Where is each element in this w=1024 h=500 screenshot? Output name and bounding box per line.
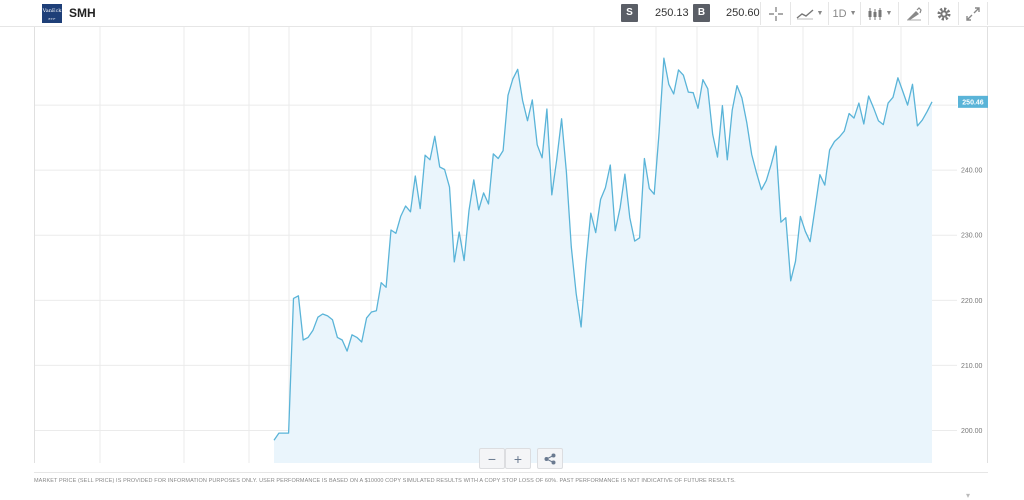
expand-icon xyxy=(966,6,980,21)
instrument-symbol: SMH xyxy=(69,6,96,20)
interval-label: 1D xyxy=(832,7,847,20)
draw-icon xyxy=(906,6,922,20)
interval-selector[interactable]: 1D ▼ xyxy=(828,2,860,25)
zoom-in-button[interactable]: + xyxy=(505,448,531,469)
chart-toolbar: VanEck ETF SYMBOL SMH S 250.13 B 250.60 … xyxy=(0,0,1024,27)
buy-badge[interactable]: B xyxy=(693,4,710,22)
chevron-down-icon[interactable]: ▾ xyxy=(966,491,971,500)
current-price-tag xyxy=(958,95,988,108)
current-price-label: 250.46 xyxy=(962,99,984,106)
y-tick-label: 210.00 xyxy=(961,363,983,370)
zoom-out-button[interactable]: − xyxy=(479,448,505,469)
price-line xyxy=(273,57,933,441)
y-tick-label: 230.00 xyxy=(961,233,983,240)
price-area-fill xyxy=(274,58,932,463)
footer-divider xyxy=(34,472,988,473)
chevron-down-icon: ▼ xyxy=(816,10,824,17)
chart-type-button[interactable]: ▼ xyxy=(790,2,828,25)
logo-text: VanEck xyxy=(42,8,62,14)
disclaimer-text: MARKET PRICE (SELL PRICE) IS PROVIDED FO… xyxy=(34,478,736,484)
buy-price[interactable]: 250.60 xyxy=(726,7,760,19)
price-chart[interactable]: 14Nov14Dec202114Feb14Mar14Apr14May14Jun1… xyxy=(34,27,989,469)
share-icon xyxy=(544,453,556,464)
price-chart-plot[interactable]: 14Nov14Dec202114Feb14Mar14Apr14May14Jun1… xyxy=(35,27,989,463)
instrument-logo: VanEck ETF SYMBOL xyxy=(42,4,62,27)
chevron-down-icon: ▼ xyxy=(885,10,893,17)
crosshair-button[interactable] xyxy=(760,2,790,25)
y-tick-label: 200.00 xyxy=(961,428,983,435)
candlestick-icon xyxy=(868,7,882,20)
y-tick-label: 240.00 xyxy=(961,168,983,175)
logo-subtext: ETF SYMBOL xyxy=(44,17,60,27)
sell-price[interactable]: 250.13 xyxy=(655,7,689,19)
chart-type-icon xyxy=(796,8,813,19)
candlestick-button[interactable]: ▼ xyxy=(860,2,898,25)
share-button[interactable] xyxy=(537,448,563,469)
fullscreen-button[interactable] xyxy=(958,2,988,25)
sell-badge[interactable]: S xyxy=(621,4,638,22)
crosshair-icon xyxy=(768,6,783,21)
gear-icon xyxy=(937,7,950,20)
y-tick-label: 220.00 xyxy=(961,298,983,305)
settings-button[interactable] xyxy=(928,2,958,25)
chevron-down-icon: ▼ xyxy=(849,10,857,17)
draw-button[interactable] xyxy=(898,2,928,25)
